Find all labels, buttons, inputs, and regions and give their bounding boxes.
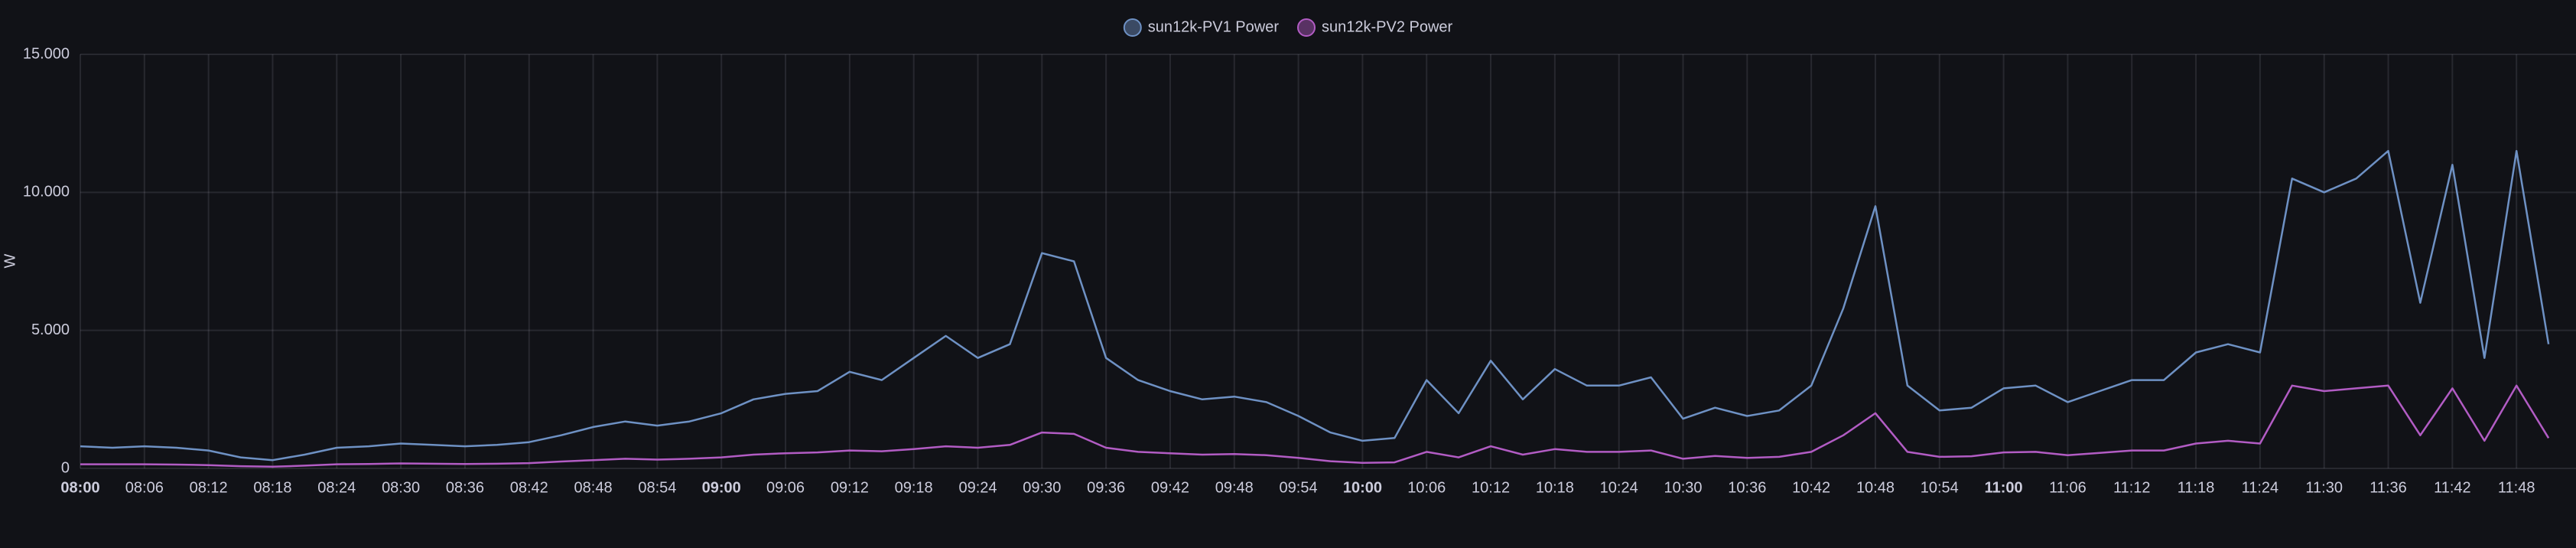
- x-tick-label: 08:00: [60, 479, 99, 496]
- x-tick-label: 09:12: [831, 479, 869, 496]
- y-tick-label: 5.000: [31, 321, 70, 338]
- x-tick-label: 09:00: [702, 479, 741, 496]
- x-tick-label: 08:18: [253, 479, 291, 496]
- y-tick-label: 10.000: [23, 184, 70, 201]
- legend-label: sun12k-PV2 Power: [1322, 18, 1453, 35]
- x-tick-label: 09:18: [895, 479, 933, 496]
- legend-label: sun12k-PV1 Power: [1148, 18, 1280, 35]
- y-axis-label: W: [2, 253, 18, 268]
- x-tick-label: 09:54: [1280, 479, 1318, 496]
- legend-swatch: [1123, 18, 1142, 37]
- x-tick-label: 08:06: [125, 479, 164, 496]
- x-tick-label: 08:36: [446, 479, 484, 496]
- x-tick-label: 11:36: [2369, 479, 2407, 496]
- y-tick-label: 15.000: [23, 45, 70, 62]
- x-tick-label: 11:24: [2242, 479, 2279, 496]
- x-tick-label: 10:54: [1921, 479, 1959, 496]
- x-tick-label: 11:12: [2113, 479, 2151, 496]
- x-tick-label: 10:24: [1600, 479, 1638, 496]
- x-tick-label: 09:42: [1151, 479, 1189, 496]
- x-tick-label: 08:30: [382, 479, 420, 496]
- series-line: [80, 384, 2550, 468]
- legend-swatch: [1297, 18, 1316, 37]
- x-tick-label: 08:24: [317, 479, 356, 496]
- x-tick-label: 11:48: [2498, 479, 2535, 496]
- x-tick-label: 10:48: [1856, 479, 1895, 496]
- x-tick-label: 08:42: [510, 479, 548, 496]
- x-tick-label: 11:30: [2305, 479, 2343, 496]
- x-tick-label: 08:54: [638, 479, 676, 496]
- legend: sun12k-PV1 Power sun12k-PV2 Power: [1123, 18, 1453, 37]
- x-tick-label: 09:48: [1215, 479, 1254, 496]
- x-tick-label: 09:06: [766, 479, 805, 496]
- x-tick-label: 09:24: [958, 479, 997, 496]
- x-tick-label: 09:36: [1087, 479, 1125, 496]
- x-tick-label: 10:12: [1472, 479, 1510, 496]
- x-tick-label: 10:18: [1536, 479, 1574, 496]
- x-tick-label: 10:36: [1728, 479, 1766, 496]
- x-tick-label: 10:06: [1407, 479, 1446, 496]
- x-tick-label: 08:48: [574, 479, 613, 496]
- x-tick-label: 10:42: [1792, 479, 1830, 496]
- x-tick-label: 11:00: [1985, 479, 2023, 496]
- x-tick-label: 08:12: [190, 479, 228, 496]
- series-line: [80, 149, 2550, 462]
- x-tick-label: 11:42: [2434, 479, 2471, 496]
- y-tick-label: 0: [61, 459, 70, 476]
- x-tick-label: 09:30: [1023, 479, 1061, 496]
- x-tick-label: 11:06: [2049, 479, 2086, 496]
- x-tick-label: 10:00: [1343, 479, 1382, 496]
- x-tick-label: 10:30: [1664, 479, 1702, 496]
- x-tick-label: 11:18: [2178, 479, 2215, 496]
